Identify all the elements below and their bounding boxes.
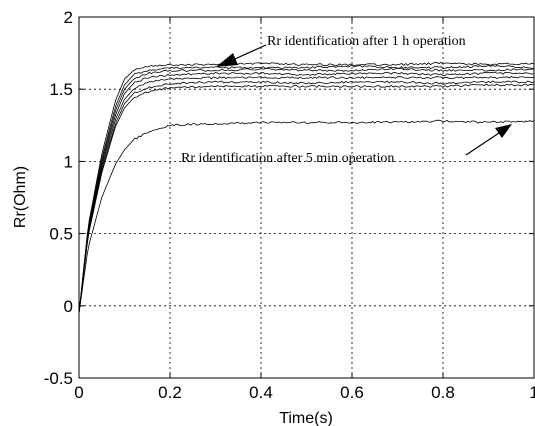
x-tick-label: 1 — [529, 383, 535, 402]
x-axis-label: Time(s) — [279, 410, 333, 426]
y-tick-labels: -0.5 0 0.5 1 1.5 2 — [44, 8, 73, 388]
x-tick-label: 0.4 — [249, 383, 273, 402]
y-tick-label: 0 — [64, 297, 73, 316]
y-tick-label: 1 — [64, 152, 73, 171]
x-tick-labels: 0 0.2 0.4 0.6 0.8 1 — [74, 383, 535, 402]
x-tick-label: 0 — [74, 383, 83, 402]
x-tick-label: 0.6 — [340, 383, 364, 402]
x-tick-label: 0.2 — [158, 383, 182, 402]
y-tick-label: 2 — [64, 8, 73, 27]
y-tick-label: 1.5 — [49, 80, 73, 99]
annotation-1h: Rr identification after 1 h operation — [267, 34, 466, 49]
y-axis-label: Rr(Ohm) — [12, 166, 29, 228]
y-tick-label: -0.5 — [44, 369, 73, 388]
annotation-5min: Rr identification after 5 min operation — [181, 151, 394, 166]
y-tick-label: 0.5 — [49, 225, 73, 244]
x-tick-label: 0.8 — [431, 383, 455, 402]
